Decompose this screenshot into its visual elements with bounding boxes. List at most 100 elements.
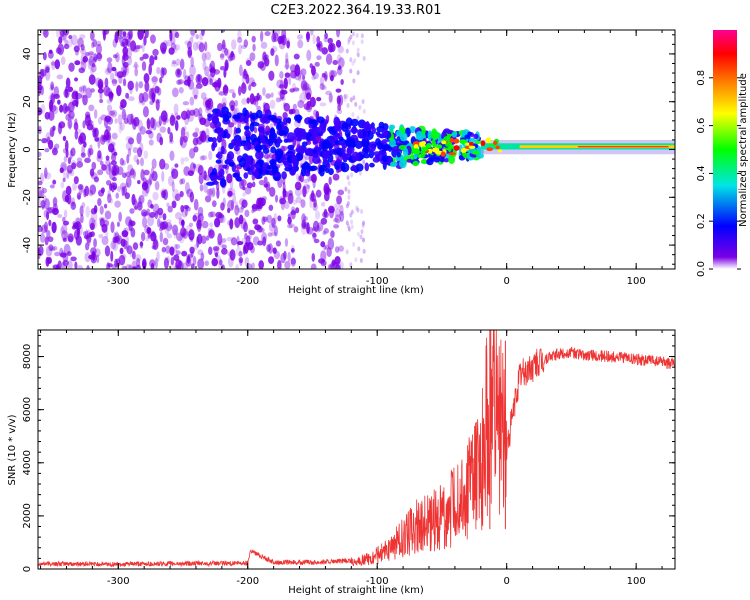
spectrogram-cell: [270, 92, 274, 98]
spectrogram-cell: [142, 53, 149, 60]
spectrogram-cell: [287, 251, 291, 262]
spectrogram-cell: [221, 238, 227, 243]
spectrogram-cell: [157, 217, 161, 228]
spectrogram-cell: [412, 160, 419, 167]
spectrogram-cell: [267, 232, 273, 237]
spectrogram-cell: [196, 235, 200, 248]
spectrogram-cell: [104, 245, 111, 257]
spectrogram-cell: [293, 53, 300, 60]
spectrogram-cell: [224, 47, 228, 56]
spectrogram-cell: [274, 118, 282, 124]
spectrogram-cell: [226, 151, 235, 161]
spectrogram-cell: [174, 193, 181, 202]
spectrogram-cell: [67, 235, 74, 243]
spectrogram-cell: [256, 225, 263, 233]
spectrogram-cell: [110, 153, 117, 162]
spectrogram-cell: [169, 131, 174, 143]
spectrogram-cell: [290, 248, 295, 253]
spectrogram-cell: [241, 98, 248, 105]
spectrogram-cell: [252, 218, 259, 225]
spectrogram-cell: [294, 181, 302, 191]
spectrogram-cell: [440, 151, 446, 157]
spectrogram-cell: [183, 157, 189, 162]
spectrogram-cell: [90, 88, 95, 93]
spectrogram-cell: [137, 30, 145, 38]
spectrogram-cell: [351, 40, 355, 46]
spectrogram-cell: [269, 99, 276, 109]
spectrogram-cell: [90, 210, 98, 223]
spectrogram-cell: [433, 156, 441, 163]
spectrogram-cell: [256, 105, 261, 111]
spectrogram-cell: [184, 40, 191, 46]
spectrogram-cell: [390, 124, 396, 130]
spectrogram-cell: [50, 84, 54, 91]
spectrogram-cell: [340, 79, 344, 85]
spectrogram-cell: [67, 86, 74, 93]
snr-x-tick-label: 100: [627, 576, 646, 587]
spectrogram-cell: [50, 61, 56, 66]
spectrogram-cell: [333, 125, 343, 132]
spectrogram-cell: [340, 162, 350, 173]
spectrogram-cell: [206, 98, 214, 110]
spectrogram-cell: [240, 179, 247, 187]
spectrogram-cell: [80, 44, 85, 51]
spectrogram-cell: [312, 149, 318, 154]
spectrogram-cell: [89, 168, 95, 177]
spectrogram-cell: [175, 244, 181, 249]
spectrogram-cell: [311, 252, 316, 262]
spectrogram-cell: [94, 137, 100, 142]
spectrogram-cell: [116, 71, 124, 79]
spectrogram-cell: [171, 200, 177, 209]
spectrogram-cell: [129, 208, 135, 214]
spectrogram-cell: [111, 79, 118, 84]
spectrogram-cell: [111, 164, 117, 177]
spectrogram-cell: [204, 260, 209, 267]
spectrogram-cell: [156, 66, 161, 75]
spectrogram-cell: [221, 244, 227, 250]
spectrogram-cell: [300, 145, 307, 152]
spectrogram-cell: [248, 84, 252, 91]
spectrogram-cell: [226, 133, 231, 139]
spectrogram-cell: [341, 122, 349, 133]
spectrogram-cell: [208, 246, 213, 255]
spectrogram-cell: [241, 237, 247, 244]
spectrogram-cell: [324, 32, 328, 39]
spectrogram-cell: [126, 113, 134, 125]
spectrogram-cell: [78, 86, 83, 93]
spectrogram-cell: [230, 105, 235, 112]
spectrogram-cell: [295, 114, 303, 122]
spectrogram-cell: [105, 155, 110, 161]
spectrogram-cell: [358, 104, 362, 110]
spectrogram-cell: [193, 198, 199, 211]
spectrogram-cell: [86, 233, 92, 244]
spectrogram-cell: [350, 128, 359, 134]
spectrogram-cell: [126, 154, 130, 164]
spectrogram-cell: [249, 122, 255, 133]
spectrogram-cell: [186, 224, 193, 231]
spectrogram-x-tick-label: 100: [627, 276, 646, 287]
spectrogram-cell: [345, 138, 354, 148]
spectrogram-cell: [123, 239, 128, 250]
spectrogram-cell: [460, 147, 467, 154]
spectrogram-cell: [194, 127, 200, 134]
spectrogram-cell: [219, 66, 226, 71]
spectrogram-cell: [118, 254, 126, 266]
spectrogram-cell: [180, 126, 186, 139]
spectrogram-cell: [243, 221, 248, 233]
spectrogram-cell: [239, 258, 243, 266]
spectrogram-cell: [282, 160, 289, 166]
spectrogram-cell: [40, 69, 47, 77]
spectrogram-cell: [198, 113, 203, 123]
spectrogram-cell: [260, 136, 266, 144]
spectrogram-cell: [115, 192, 120, 199]
spectrogram-cell: [286, 132, 296, 142]
spectrogram-cell: [57, 213, 63, 219]
spectrogram-cell: [144, 30, 149, 39]
spectrogram-cell: [262, 236, 267, 247]
spectrogram-cell: [375, 138, 381, 146]
spectrogram-cell: [72, 222, 80, 229]
spectrogram-cell: [44, 172, 52, 180]
spectrogram-cell: [116, 166, 124, 176]
spectrogram-cell: [330, 261, 338, 269]
